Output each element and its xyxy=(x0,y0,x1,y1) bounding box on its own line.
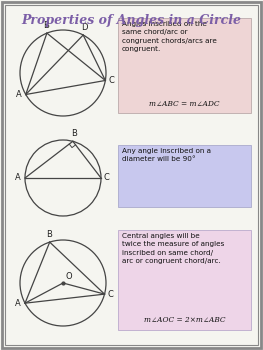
Text: A: A xyxy=(16,90,22,99)
Text: m∠ABC = m∠ADC: m∠ABC = m∠ADC xyxy=(149,100,220,108)
Text: A: A xyxy=(15,174,21,182)
Text: Central angles will be
twice the measure of angles
inscribed on same chord/
arc : Central angles will be twice the measure… xyxy=(122,233,224,264)
FancyBboxPatch shape xyxy=(118,18,251,113)
FancyBboxPatch shape xyxy=(118,230,251,330)
Text: A: A xyxy=(15,299,21,308)
Text: Angles inscribed on the
same chord/arc or
congruent chords/arcs are
congruent.: Angles inscribed on the same chord/arc o… xyxy=(122,21,217,52)
Text: C: C xyxy=(108,290,113,299)
Text: Properties of Angles in a Circle: Properties of Angles in a Circle xyxy=(21,14,241,27)
Text: D: D xyxy=(81,23,87,32)
Text: C: C xyxy=(104,174,110,182)
FancyBboxPatch shape xyxy=(118,145,251,207)
Text: B: B xyxy=(71,129,77,138)
Text: O: O xyxy=(66,272,73,281)
Text: C: C xyxy=(108,76,114,85)
Text: B: B xyxy=(43,21,49,30)
Text: m∠AOC = 2×m∠ABC: m∠AOC = 2×m∠ABC xyxy=(144,316,225,324)
Text: Any angle inscribed on a
diameter will be 90°: Any angle inscribed on a diameter will b… xyxy=(122,148,211,162)
Text: B: B xyxy=(46,230,52,239)
